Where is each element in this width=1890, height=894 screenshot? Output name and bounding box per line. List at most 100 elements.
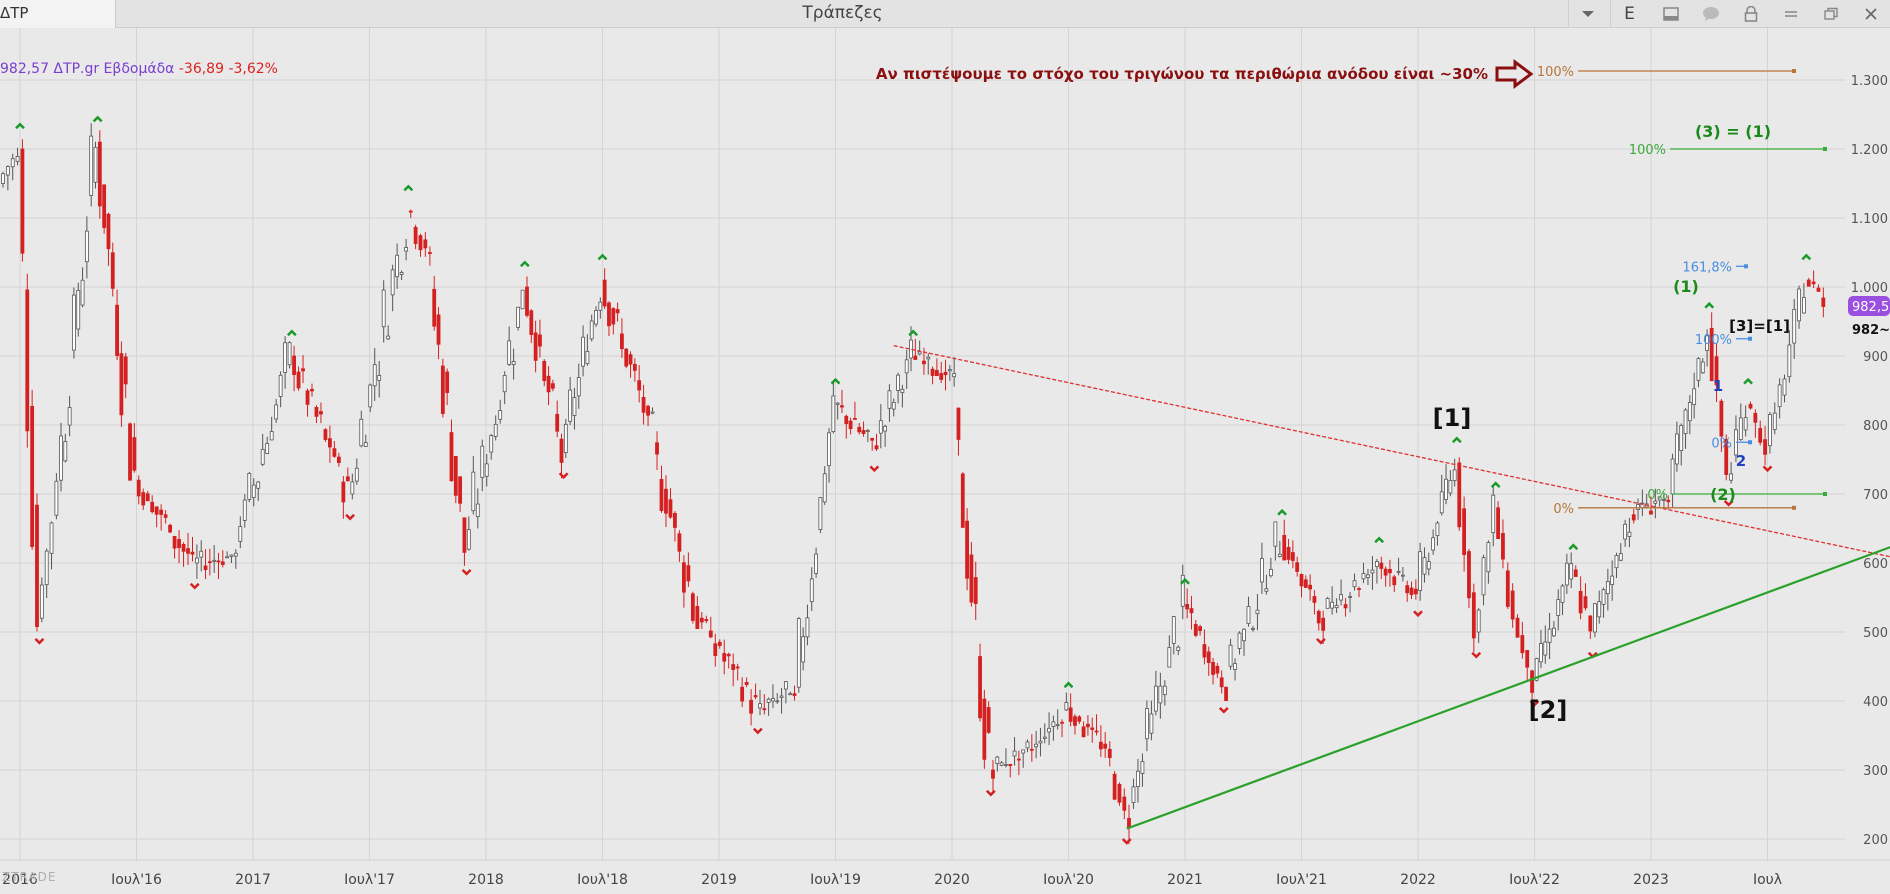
candle-body [1573, 569, 1578, 577]
candle-body [878, 420, 883, 434]
fractal-down-icon [461, 569, 472, 576]
y-tick-label: 1.200 [1851, 143, 1888, 158]
candle-body [76, 290, 81, 330]
candle-body [1025, 741, 1030, 749]
x-tick-label: 2021 [1167, 872, 1203, 888]
y-tick-label: 600 [1863, 557, 1888, 572]
candle-body [809, 578, 814, 603]
candle-body [251, 484, 256, 498]
candle-body [1467, 551, 1471, 599]
candle-body [381, 289, 386, 328]
candle-body [1325, 597, 1330, 609]
candle-body [123, 356, 128, 385]
candle-body [1729, 473, 1733, 481]
fib-level-label: 100% [1537, 65, 1574, 80]
candle-body [1167, 647, 1172, 668]
candle-body [1748, 403, 1753, 409]
wave-label-sub-2: 2 [1736, 452, 1746, 470]
candle-body [1171, 616, 1176, 644]
candle-body [1631, 514, 1636, 521]
candle-body [1282, 535, 1287, 561]
chart-area[interactable]: 100% 0% 100% 0% 161,8% 100% 0% 1.300 1.200 1.100… [0, 28, 1890, 894]
candle-body [708, 630, 713, 638]
restore-button[interactable] [1812, 0, 1850, 28]
candle-body [525, 286, 529, 316]
candle-body [1719, 400, 1724, 437]
candle-body [462, 517, 467, 553]
price-chart[interactable]: 100% 0% 100% 0% 161,8% 100% 0% 1.300 1.200 1.100… [0, 28, 1890, 894]
candle-body [1583, 596, 1588, 609]
candle-body [717, 641, 722, 646]
candle-body [840, 405, 844, 408]
candle-body [89, 135, 94, 196]
candle-body [1687, 402, 1692, 422]
candle-body [145, 493, 150, 502]
candle-body [1268, 568, 1273, 577]
fractal-down-icon [189, 582, 200, 590]
candle-body [475, 503, 480, 517]
dropdown-arrow-button[interactable] [1568, 0, 1606, 28]
candle-body [220, 561, 225, 565]
chat-button[interactable] [1692, 0, 1730, 28]
y-tick-label: 1.000 [1851, 281, 1888, 296]
candle-body [722, 653, 727, 662]
candle-body [555, 413, 560, 432]
candle-body [67, 407, 72, 426]
minimize-button[interactable] [1772, 0, 1810, 28]
candle-body [1185, 604, 1190, 610]
candle-body [1224, 686, 1228, 701]
candle-body [865, 430, 870, 432]
candle-body [39, 584, 44, 619]
candle-body [615, 309, 620, 314]
candle-body [1312, 596, 1317, 603]
fib-level-label: 100% [1695, 333, 1732, 348]
x-tick-label: Ιουλ'16 [111, 872, 162, 888]
fractal-up-icon [597, 253, 608, 261]
candle-body [265, 443, 270, 454]
candle-series [1, 123, 1826, 845]
y-tick-label: 300 [1863, 764, 1888, 779]
candle-body [1277, 553, 1282, 557]
candle-body [345, 476, 350, 482]
candle-body [168, 524, 173, 533]
candle-body [1303, 579, 1308, 588]
candle-body [440, 365, 445, 414]
fibonacci-levels: 100% 0% 100% 0% 161,8% 100% 0% [1537, 65, 1827, 517]
edit-button[interactable]: E [1610, 0, 1648, 28]
candle-body [982, 698, 987, 760]
candle-body [59, 435, 63, 481]
panel-button[interactable] [1652, 0, 1690, 28]
x-tick-label: 2022 [1400, 872, 1436, 888]
candle-body [30, 406, 35, 547]
candle-body [1806, 279, 1811, 287]
candle-body [1534, 658, 1539, 681]
candle-body [848, 420, 853, 430]
candle-body [207, 561, 212, 564]
candle-body [408, 210, 413, 213]
candle-body [1520, 635, 1525, 654]
candle-body [632, 363, 637, 371]
candle-body [247, 472, 252, 500]
candle-body [507, 340, 512, 365]
fib-level-handle [1792, 69, 1796, 74]
lock-button[interactable] [1732, 0, 1770, 28]
candle-body [1627, 531, 1632, 537]
candle-body [637, 380, 642, 391]
candle-body [1060, 721, 1064, 724]
candle-body [458, 476, 463, 504]
x-tick-label: Ιουλ'21 [1276, 872, 1327, 888]
fractal-down-icon [1471, 651, 1482, 659]
candle-body [1064, 702, 1069, 711]
candle-body [1543, 641, 1548, 656]
candle-body [891, 401, 896, 410]
candle-body [1140, 761, 1145, 774]
candle-body [1569, 563, 1574, 580]
close-button[interactable] [1852, 0, 1890, 28]
candle-body [1496, 507, 1500, 540]
candle-body [269, 431, 274, 441]
candle-body [668, 499, 673, 518]
fractal-up-icon [830, 377, 841, 385]
symbol-field[interactable]: ΔΤΡ [0, 0, 116, 28]
candle-body [568, 389, 573, 422]
candle-body [1525, 650, 1530, 668]
